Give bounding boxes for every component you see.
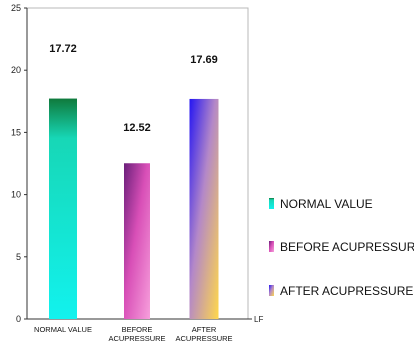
legend-swatch-before-acupressure — [269, 241, 274, 252]
category-label: ACUPRESSURE — [108, 334, 165, 343]
x-axis-unit-label: LF — [254, 315, 263, 324]
legend-swatch-after-acupressure — [269, 285, 274, 296]
y-tick-label: 0 — [16, 314, 21, 324]
bar-value-label: 17.69 — [190, 54, 218, 66]
y-axis-ticks: 0 5 10 15 20 25 — [11, 3, 27, 324]
bar-value-label: 12.52 — [123, 122, 151, 134]
category-label: ACUPRESSURE — [175, 334, 232, 343]
bar-after-acupressure — [190, 99, 219, 319]
legend-label-before-acupressure: BEFORE ACUPRESSURE — [280, 240, 414, 254]
y-tick-label: 5 — [16, 252, 21, 262]
y-tick-label: 15 — [11, 127, 21, 137]
bar-before-acupressure — [124, 163, 150, 319]
category-label: NORMAL VALUE — [34, 325, 92, 334]
legend-swatch-normal-value — [269, 198, 274, 209]
legend-label-after-acupressure: AFTER ACUPRESSURE — [280, 284, 413, 298]
bar-value-label: 17.72 — [49, 43, 77, 55]
category-labels: NORMAL VALUE BEFOREACUPRESSUREAFTERACUPRE… — [34, 325, 233, 343]
category-label: BEFORE — [122, 325, 153, 334]
legend-label-normal-value: NORMAL VALUE — [280, 197, 373, 211]
legend: NORMAL VALUE BEFORE ACUPRESSURE AFTER AC… — [269, 197, 414, 298]
y-tick-label: 20 — [11, 65, 21, 75]
y-tick-label: 10 — [11, 190, 21, 200]
bar-normal-value — [49, 99, 77, 319]
category-label: AFTER — [192, 325, 217, 334]
y-tick-label: 25 — [11, 3, 21, 13]
